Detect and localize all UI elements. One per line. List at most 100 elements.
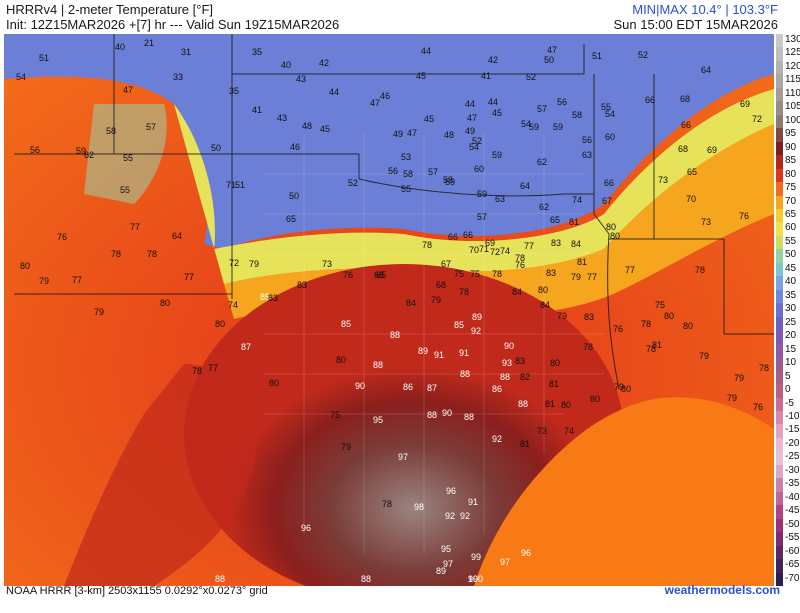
temperature-label: 59 <box>529 122 539 132</box>
legend-swatch <box>776 168 783 183</box>
temperature-label: 78 <box>583 342 593 352</box>
sw-hot-region <box>64 364 256 586</box>
legend-swatch <box>776 195 783 210</box>
temperature-label: 72 <box>490 247 500 257</box>
legend-tick: 95 <box>785 128 797 140</box>
legend-swatch <box>776 505 783 520</box>
legend-tick: -40 <box>785 491 800 503</box>
temperature-label: 69 <box>740 99 750 109</box>
legend-swatch <box>776 559 783 574</box>
temperature-label: 73 <box>322 259 332 269</box>
temperature-label: 40 <box>115 42 125 52</box>
temperature-label: 80 <box>336 355 346 365</box>
temperature-label: 42 <box>319 58 329 68</box>
cold-air-mass <box>4 34 774 249</box>
temperature-label: 88 <box>464 412 474 422</box>
temperature-label: 57 <box>477 212 487 222</box>
temperature-label: 80 <box>610 231 620 241</box>
temperature-label: 70 <box>686 194 696 204</box>
temperature-label: 57 <box>428 167 438 177</box>
temperature-label: 41 <box>252 105 262 115</box>
temperature-label: 58 <box>403 169 413 179</box>
legend-tick: 40 <box>785 276 797 288</box>
temperature-label: 35 <box>229 86 239 96</box>
temperature-label: 88 <box>427 410 437 420</box>
state-borders <box>14 34 774 390</box>
legend-tick: 20 <box>785 330 797 342</box>
temperature-label: 79 <box>431 295 441 305</box>
temperature-label: 89 <box>436 566 446 576</box>
temperature-label: 52 <box>638 50 648 60</box>
temperature-label: 44 <box>329 87 339 97</box>
temperature-label: 58 <box>106 126 116 136</box>
temperature-label: 85 <box>260 292 270 302</box>
temperature-label: 78 <box>459 287 469 297</box>
temperature-label: 60 <box>474 164 484 174</box>
temperature-label: 44 <box>488 97 498 107</box>
temperature-label: 46 <box>380 91 390 101</box>
temperature-label: 78 <box>147 249 157 259</box>
temperature-label: 77 <box>587 272 597 282</box>
temperature-label: 97 <box>398 452 408 462</box>
temperature-label: 58 <box>572 110 582 120</box>
temperature-label: 78 <box>422 240 432 250</box>
temperature-label: 80 <box>215 319 225 329</box>
gulf-of-mexico <box>474 397 774 586</box>
temperature-label: 92 <box>471 326 481 336</box>
temperature-label: 93 <box>502 358 512 368</box>
temperature-map[interactable]: 51 40 21 31 35 40 42 44 42 47 50 51 52 54 33 43 45 41 52 64… <box>4 34 774 613</box>
temperature-label: 48 <box>302 121 312 131</box>
temperature-label: 56 <box>388 166 398 176</box>
legend-tick: -55 <box>785 532 800 544</box>
temperature-label: 40 <box>281 60 291 70</box>
temperature-label: 80 <box>664 311 674 321</box>
temperature-label: 81 <box>549 379 559 389</box>
temperature-label: 90 <box>442 408 452 418</box>
temperature-label: 84 <box>571 239 581 249</box>
temperature-label: 67 <box>602 196 612 206</box>
temperature-label: 62 <box>84 150 94 160</box>
min-max-readout: MIN|MAX 10.4° | 103.3°F <box>632 2 778 17</box>
legend-tick: 70 <box>785 195 797 207</box>
temperature-label: 76 <box>57 232 67 242</box>
temperature-label: 90 <box>355 381 365 391</box>
temperature-label: 72 <box>752 114 762 124</box>
legend-swatch <box>776 451 783 466</box>
legend-swatch <box>776 222 783 237</box>
legend-swatch <box>776 316 783 331</box>
temperature-label: 43 <box>296 74 306 84</box>
legend-swatch <box>776 424 783 439</box>
temperature-label: 99 <box>471 552 481 562</box>
temperature-label: 80 <box>606 222 616 232</box>
temperature-label: 57 <box>146 122 156 132</box>
legend-tick: -10 <box>785 410 800 422</box>
legend-swatch <box>776 209 783 223</box>
temperature-label: 59 <box>76 146 86 156</box>
temperature-label: 65 <box>687 167 697 177</box>
temperature-label: 42 <box>488 55 498 65</box>
temperature-label: 78 <box>759 363 769 373</box>
legend-tick: 100 <box>785 114 800 126</box>
temperature-label: 80 <box>20 261 30 271</box>
temperature-label: 88 <box>373 360 383 370</box>
temperature-label: 80 <box>269 378 279 388</box>
temperature-label: 79 <box>734 373 744 383</box>
legend-tick: 115 <box>785 74 800 86</box>
temperature-label: 65 <box>376 270 386 280</box>
color-legend: 130 125 120 115 110 105 100 95 90 85 80 75 70 65 60 55 5… <box>776 34 800 587</box>
legend-tick: -15 <box>785 424 800 436</box>
temperature-label: 88 <box>390 330 400 340</box>
legend-swatch <box>776 141 783 156</box>
legend-tick: 85 <box>785 155 797 167</box>
temperature-label: 80 <box>561 400 571 410</box>
temperature-label: 86 <box>492 384 502 394</box>
brand-link[interactable]: weathermodels.com <box>664 583 780 597</box>
legend-tick: 5 <box>785 370 791 382</box>
cool-band <box>174 89 774 284</box>
legend-swatch <box>776 491 783 506</box>
temperature-label: 54 <box>605 109 615 119</box>
temperature-label: 74 <box>572 195 582 205</box>
temperature-label: 79 <box>571 272 581 282</box>
temperature-label: 90 <box>504 341 514 351</box>
